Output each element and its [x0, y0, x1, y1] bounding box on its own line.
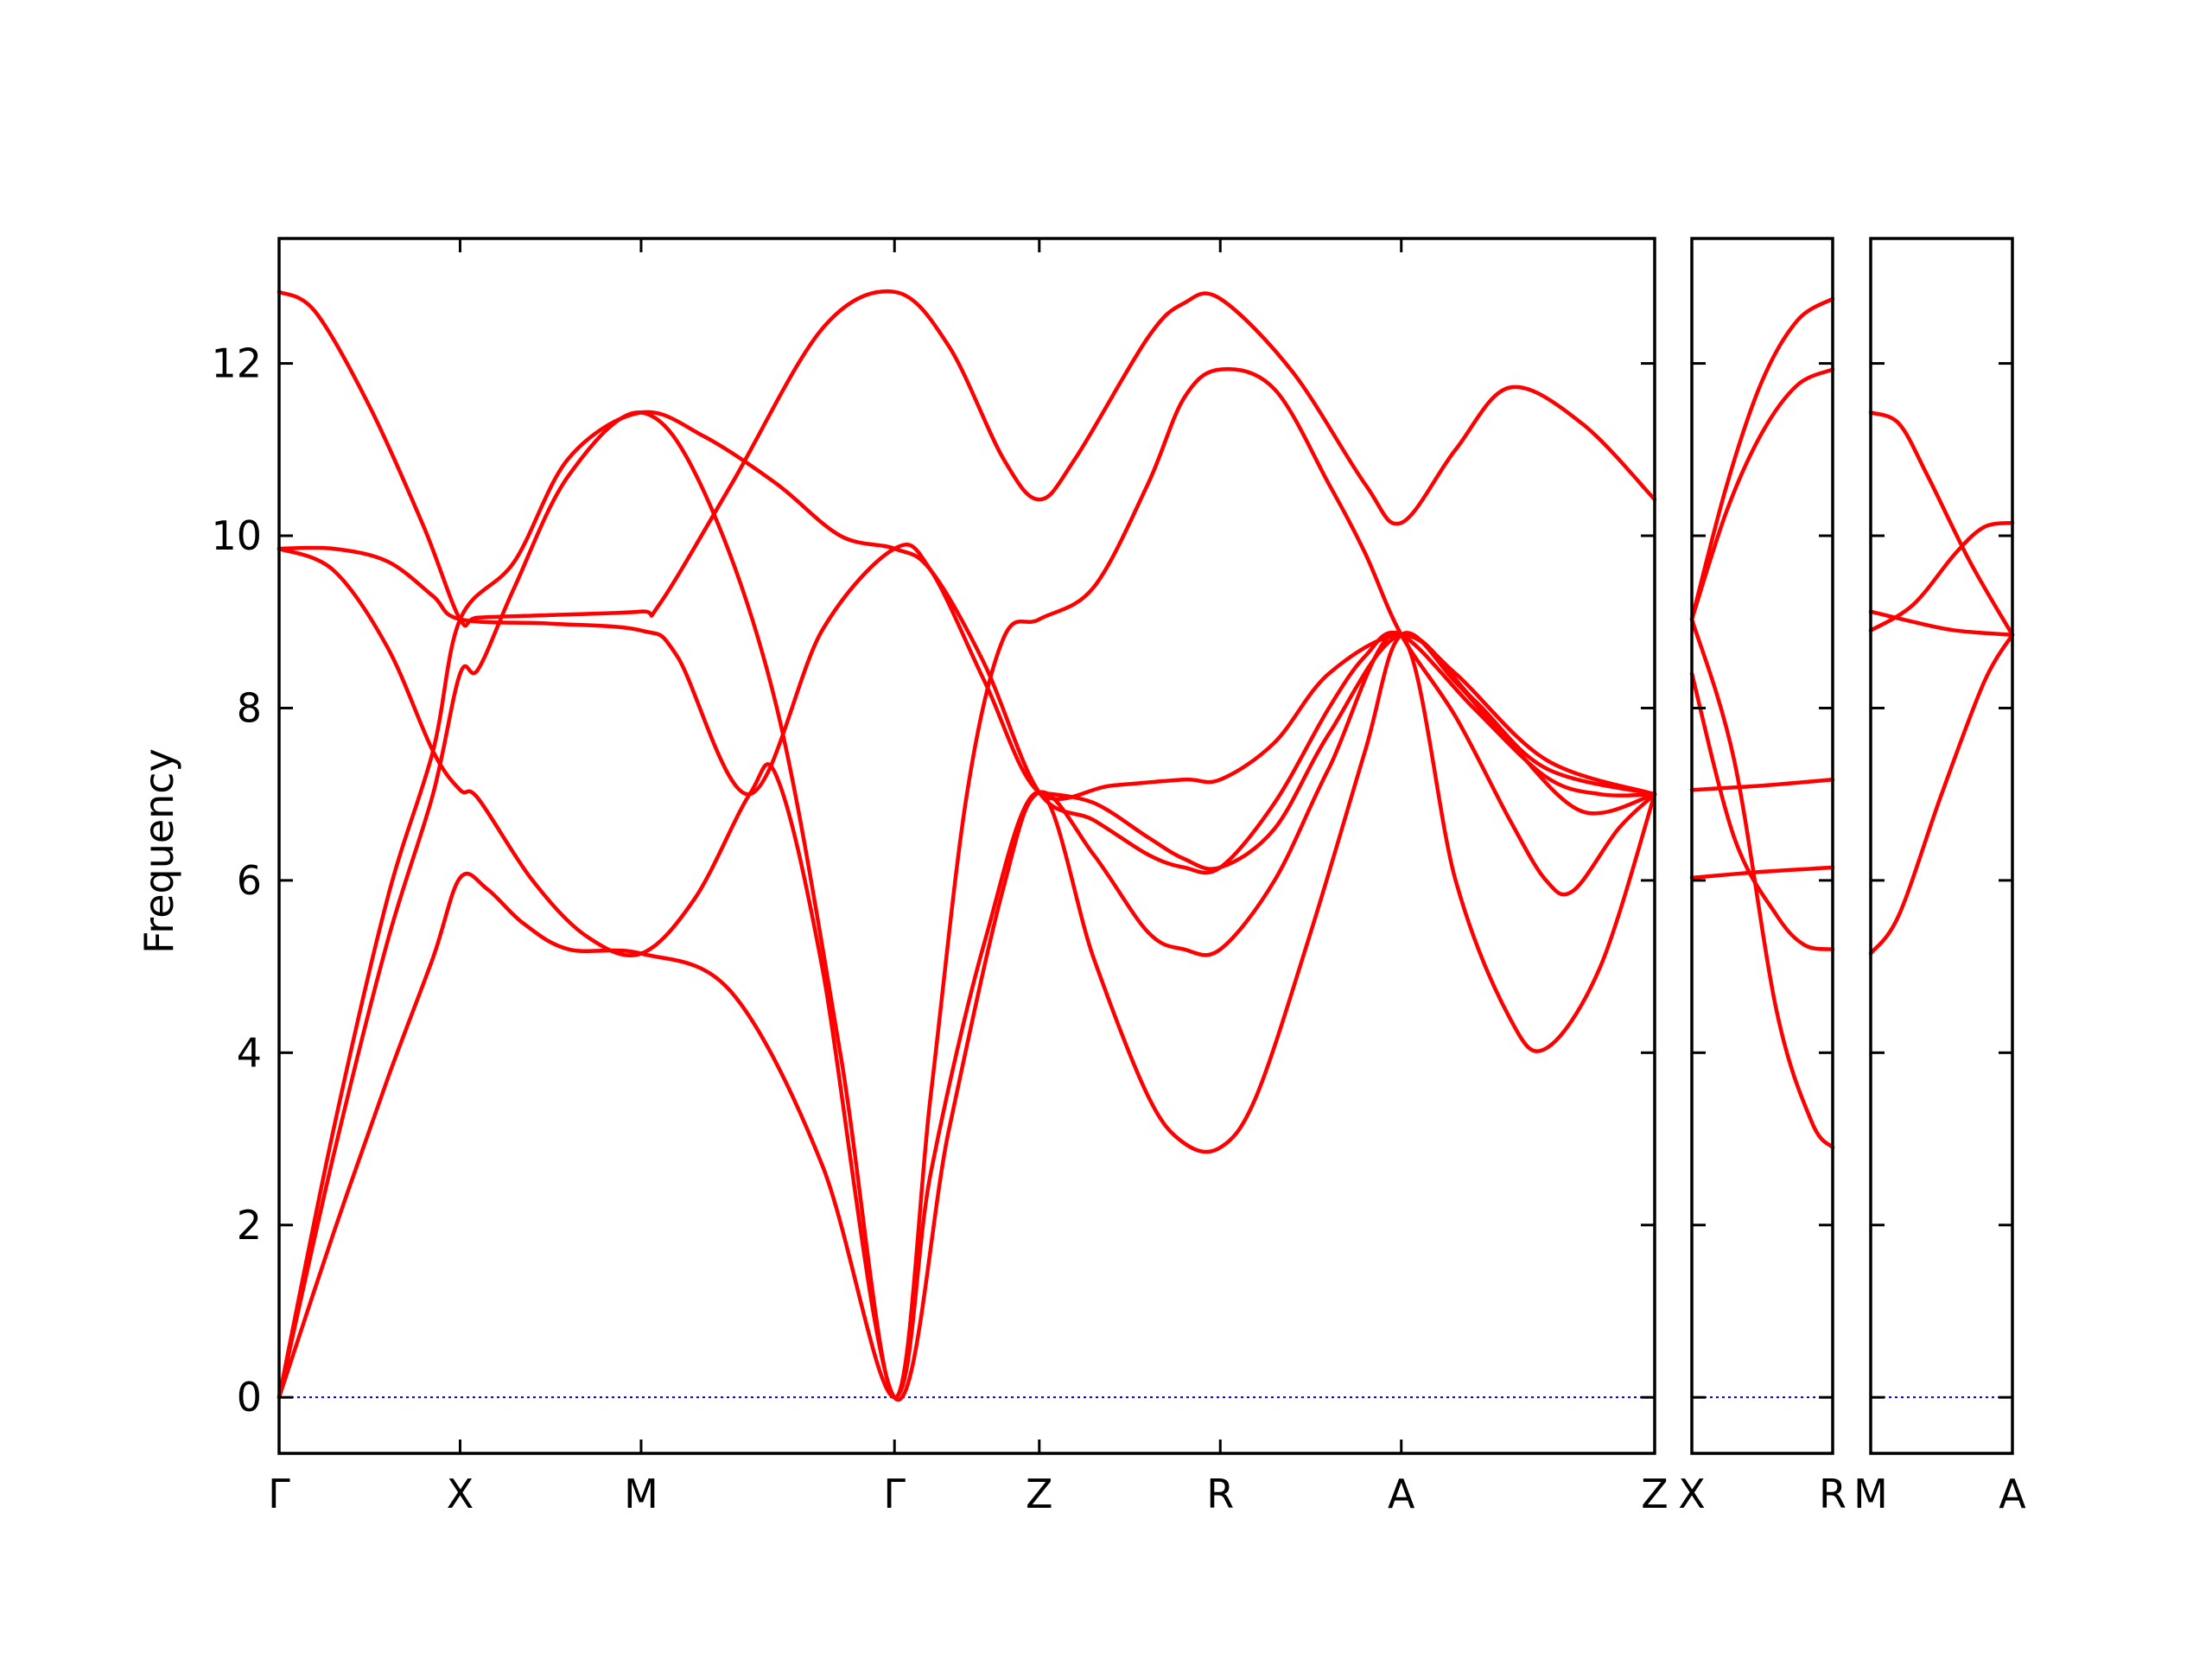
x-tick-label: M: [1853, 1471, 1888, 1517]
y-tick-label: 2: [237, 1202, 262, 1249]
phonon-band-1-5: [276, 543, 1657, 801]
x-tick-label: X: [447, 1471, 474, 1517]
x-tick-label: Z: [1026, 1471, 1053, 1517]
phonon-band-1-2: [276, 366, 1657, 1400]
phonon-band-1-7: [1037, 632, 1657, 871]
y-axis-title: Frequency: [136, 748, 182, 954]
x-tick-label: Γ: [268, 1471, 290, 1517]
phonon-band-3-3: [1868, 520, 2015, 632]
y-tick-label: 4: [237, 1029, 262, 1076]
phonon-band-2-1: [1689, 296, 1835, 621]
x-tick-label: X: [1678, 1471, 1706, 1517]
y-tick-label: 8: [237, 684, 262, 731]
phonon-band-2-2: [1689, 367, 1835, 621]
phonon-band-1-3: [276, 410, 1657, 1400]
phonon-band-2-6: [1689, 865, 1835, 880]
x-tick-label: R: [1819, 1471, 1847, 1517]
phonon-band-3-2: [1868, 609, 2015, 637]
y-tick-label: 10: [211, 512, 262, 559]
panel-frame: [277, 237, 1656, 1455]
y-tick-label: 12: [211, 340, 262, 387]
y-tick-label: 0: [237, 1374, 262, 1421]
x-tick-label: R: [1206, 1471, 1234, 1517]
panel-frame: [1869, 237, 2014, 1455]
x-tick-label: A: [1388, 1471, 1415, 1517]
phonon-band-3-1: [1868, 410, 2015, 637]
x-tick-label: M: [624, 1471, 658, 1517]
phonon-band-2-5: [1689, 777, 1835, 792]
phonon-band-1-4: [276, 289, 1657, 628]
x-tick-label: Z: [1641, 1471, 1669, 1517]
panel-frame: [1690, 237, 1834, 1455]
x-tick-label: Γ: [883, 1471, 906, 1517]
phonon-band-1-1: [276, 631, 1657, 1400]
phonon-band-3-4: [1868, 632, 2015, 956]
y-tick-label: 6: [237, 857, 262, 904]
phonon-band-2-3: [1689, 671, 1835, 951]
phonon-band-2-4: [1689, 617, 1835, 1150]
phonon-band-1-6: [276, 546, 1657, 1402]
x-tick-label: A: [1999, 1471, 2026, 1517]
